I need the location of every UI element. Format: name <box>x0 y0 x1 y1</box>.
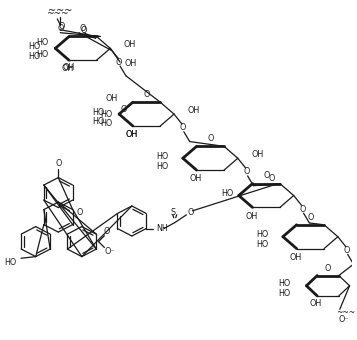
Text: HO: HO <box>28 42 41 51</box>
Text: HO: HO <box>92 117 104 126</box>
Text: OH: OH <box>125 58 137 68</box>
Text: OH: OH <box>126 130 138 139</box>
Text: O: O <box>81 26 87 35</box>
Text: OH: OH <box>63 64 75 72</box>
Text: S: S <box>170 208 175 217</box>
Text: O: O <box>180 123 186 132</box>
Text: OH: OH <box>245 211 258 221</box>
Text: HO: HO <box>278 279 291 288</box>
Text: O: O <box>187 208 193 217</box>
Text: HO: HO <box>100 109 112 119</box>
Text: O: O <box>144 90 150 99</box>
Text: OH: OH <box>190 174 202 183</box>
Text: OH: OH <box>290 253 302 262</box>
Text: OH: OH <box>309 299 321 308</box>
Text: O: O <box>299 205 306 214</box>
Text: HO: HO <box>278 289 291 298</box>
Text: OH: OH <box>105 94 117 103</box>
Text: O⁻: O⁻ <box>105 247 116 256</box>
Text: HO: HO <box>256 240 268 249</box>
Text: HO: HO <box>100 119 112 129</box>
Text: O: O <box>55 159 61 168</box>
Text: HO: HO <box>156 152 168 161</box>
Text: O: O <box>269 174 275 183</box>
Text: O: O <box>58 22 64 31</box>
Text: OH: OH <box>126 130 138 139</box>
Text: OH: OH <box>124 40 136 49</box>
Text: O: O <box>307 212 313 222</box>
Text: ~~~: ~~~ <box>336 308 355 317</box>
Text: OH: OH <box>62 65 74 73</box>
Text: O: O <box>57 24 64 33</box>
Text: HO: HO <box>28 52 41 61</box>
Text: HO: HO <box>222 189 234 198</box>
Text: O: O <box>121 105 127 114</box>
Text: O: O <box>116 57 122 67</box>
Text: O⁻: O⁻ <box>338 314 349 324</box>
Text: NH: NH <box>156 224 168 233</box>
Text: O: O <box>80 24 86 33</box>
Text: HO: HO <box>4 258 16 267</box>
Text: OH: OH <box>188 106 200 115</box>
Text: ~~~: ~~~ <box>48 6 72 16</box>
Text: O: O <box>77 208 83 217</box>
Text: HO: HO <box>156 162 168 171</box>
Text: HO: HO <box>92 108 104 117</box>
Text: ~~~: ~~~ <box>46 8 69 18</box>
Text: O: O <box>343 246 350 255</box>
Text: O: O <box>325 264 331 273</box>
Text: O: O <box>263 171 270 181</box>
Text: HO: HO <box>256 230 268 239</box>
Text: O: O <box>103 227 110 236</box>
Text: HO: HO <box>36 38 49 47</box>
Text: O: O <box>207 134 213 143</box>
Text: HO: HO <box>36 50 49 59</box>
Text: O: O <box>243 168 250 176</box>
Text: OH: OH <box>252 150 264 159</box>
